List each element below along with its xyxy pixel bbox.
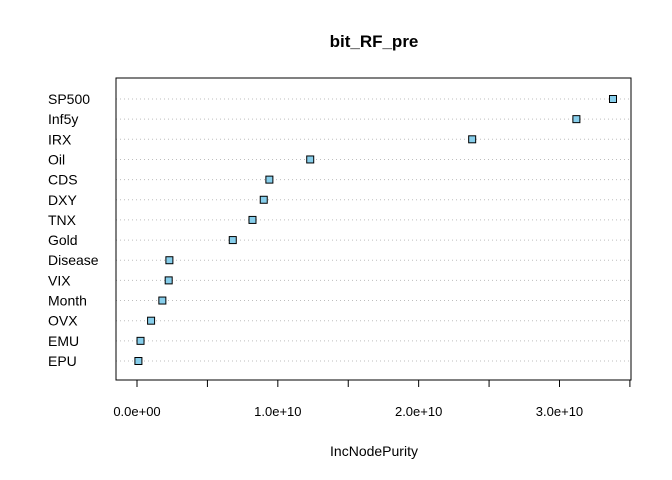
category-label-vix: VIX: [48, 272, 71, 288]
category-label-oil: Oil: [48, 151, 65, 167]
category-label-irx: IRX: [48, 131, 72, 147]
data-point-disease: [165, 256, 174, 265]
category-label-emu: EMU: [48, 333, 79, 349]
category-label-disease: Disease: [48, 252, 99, 268]
data-point-ovx: [147, 316, 156, 325]
plot-frame: [115, 77, 632, 381]
x-tick-label-3: 3.0e+10: [536, 404, 583, 419]
data-point-emu: [136, 336, 145, 345]
category-label-cds: CDS: [48, 172, 78, 188]
data-point-tnx: [248, 215, 257, 224]
data-point-dxy: [259, 195, 268, 204]
data-point-month: [158, 296, 167, 305]
category-label-epu: EPU: [48, 353, 77, 369]
category-label-ovx: OVX: [48, 313, 78, 329]
data-point-epu: [134, 357, 143, 365]
x-axis-title: IncNodePurity: [330, 443, 418, 459]
category-label-dxy: DXY: [48, 192, 77, 208]
category-label-month: Month: [48, 293, 87, 309]
x-tick-label-1: 1.0e+10: [254, 404, 301, 419]
data-point-inf5y: [572, 115, 581, 124]
category-label-sp500: SP500: [48, 91, 90, 107]
data-point-oil: [306, 155, 315, 164]
x-tick-label-2: 2.0e+10: [395, 404, 442, 419]
data-point-sp500: [609, 95, 617, 103]
data-point-gold: [228, 236, 237, 245]
chart-title: bit_RF_pre: [330, 32, 419, 51]
data-point-cds: [265, 175, 274, 184]
data-point-irx: [468, 135, 477, 144]
category-label-tnx: TNX: [48, 212, 77, 228]
category-label-gold: Gold: [48, 232, 78, 248]
category-label-inf5y: Inf5y: [48, 111, 78, 127]
data-point-vix: [164, 276, 173, 285]
x-tick-label-0: 0.0e+00: [113, 404, 160, 419]
